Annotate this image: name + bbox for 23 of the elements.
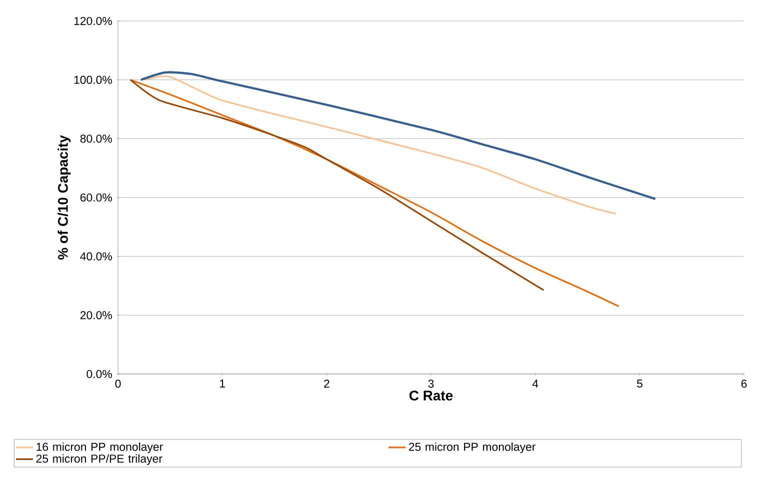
y-tick-label: 40.0%: [80, 252, 112, 260]
x-tick-label: 6: [741, 380, 747, 388]
x-tick-label: 2: [324, 380, 330, 388]
line-series: [140, 71, 656, 200]
y-tick-label: 80.0%: [80, 134, 112, 143]
legend-label: 25 micron PP/PE trilayer: [36, 454, 162, 465]
x-tick-label: 4: [532, 380, 538, 388]
line-series: [144, 76, 616, 214]
y-axis-title: % of C/10 Capacity: [58, 135, 71, 260]
y-tick-label: 120.0%: [74, 16, 112, 26]
x-tick-label: 3: [428, 380, 434, 388]
y-tick-label: 60.0%: [80, 193, 112, 202]
x-axis-title: C Rate: [409, 390, 453, 400]
y-tick-label: 100.0%: [74, 76, 112, 84]
x-tick-label: 1: [220, 380, 225, 388]
x-tick-label: 0: [115, 380, 121, 388]
y-tick-label: 20.0%: [80, 311, 112, 320]
line-series: [130, 79, 620, 308]
y-tick-label: 0.0%: [86, 370, 112, 378]
line-series: [130, 79, 544, 291]
x-tick-label: 5: [636, 380, 642, 388]
legend-label: 25 micron PP monolayer: [408, 442, 536, 454]
legend-label: 16 micron PP monolayer: [36, 442, 163, 454]
